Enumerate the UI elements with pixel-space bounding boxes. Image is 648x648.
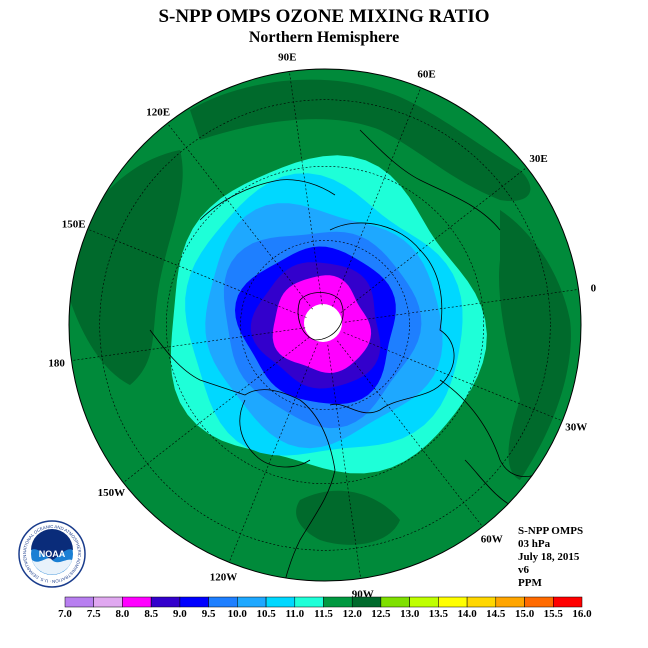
coastline [244, 389, 336, 581]
scale-label: 15.5 [543, 608, 563, 620]
map-disc [69, 69, 581, 581]
scale-swatch [466, 596, 497, 608]
scale-label: 7.0 [58, 608, 72, 620]
longitude-label: 60E [417, 69, 435, 81]
noaa-logo: NATIONAL OCEANIC AND ATMOSPHERIC ADMINIS… [18, 520, 86, 588]
scale-swatch [237, 596, 267, 608]
longitude-label: 30W [565, 422, 587, 434]
graticule [71, 71, 579, 579]
scale-label: 7.5 [86, 608, 101, 620]
scale-swatch [438, 596, 468, 608]
coastlines [149, 129, 546, 581]
coastline [149, 329, 246, 396]
map-title: S-NPP OMPS OZONE MIXING RATIO [158, 6, 490, 27]
scale-label: 13.5 [428, 608, 449, 620]
longitude-label: 150W [98, 487, 126, 499]
coastline [359, 129, 501, 231]
scale-label: 10.5 [256, 608, 276, 620]
coastline [199, 179, 336, 221]
map-subtitle: Northern Hemisphere [248, 29, 400, 46]
dark-zone [499, 210, 571, 480]
scale-swatch [553, 596, 583, 608]
scale-label: 8.0 [115, 608, 130, 620]
logo-text: NOAA [39, 549, 66, 559]
dark-zone [70, 150, 183, 385]
info-version: v6 [518, 564, 529, 576]
scale-swatch [323, 596, 353, 608]
scale-label: 10.0 [227, 608, 247, 620]
color-scale-bar [64, 596, 583, 608]
scale-label: 16.0 [572, 608, 592, 620]
scale-swatch [93, 596, 123, 608]
meridian [228, 343, 318, 563]
scale-label: 14.0 [457, 608, 477, 620]
pole-hole [304, 304, 342, 342]
info-block: S-NPP OMPS 03 hPa July 18, 2015 v6 PPM [518, 525, 583, 590]
scale-swatch [122, 596, 152, 608]
longitude-label: 120W [210, 571, 238, 583]
meridian [71, 327, 306, 361]
scale-swatch [294, 596, 324, 608]
scale-swatch [64, 596, 94, 608]
meridian [167, 123, 313, 310]
map-border [68, 68, 582, 582]
scale-label: 13.0 [400, 608, 420, 620]
scale-label: 15.0 [514, 608, 535, 620]
longitude-label: 0 [591, 282, 597, 294]
scale-label: 12.5 [371, 608, 391, 620]
latitude-circle [240, 240, 410, 410]
scale-label: 14.5 [486, 608, 506, 620]
meridian [327, 344, 361, 579]
meridian [289, 71, 323, 306]
info-units: PPM [518, 577, 542, 589]
scale-swatch [150, 596, 181, 608]
scale-label: 11.5 [314, 608, 333, 620]
scale-swatch [265, 596, 296, 608]
meridian [340, 167, 527, 313]
longitude-label: 180 [48, 358, 65, 370]
longitude-label: 90E [278, 52, 296, 64]
scale-swatch [380, 596, 410, 608]
longitude-label: 120E [146, 106, 170, 118]
coastline [329, 222, 455, 414]
scale-label: 9.5 [201, 608, 216, 620]
scale-swatch [524, 596, 554, 608]
scale-label: 9.0 [173, 608, 187, 620]
meridian [332, 87, 422, 307]
meridian [123, 337, 310, 483]
scale-swatch [495, 596, 525, 608]
meridian [344, 289, 579, 323]
info-date: July 18, 2015 [518, 551, 580, 563]
meridian [87, 228, 307, 318]
coastline [439, 379, 546, 477]
meridian [343, 332, 563, 422]
longitude-label: 60W [481, 534, 503, 546]
scale-label: 12.0 [342, 608, 362, 620]
scale-swatch [351, 596, 382, 608]
latitude-circle [166, 166, 484, 484]
dark-green-zones [70, 79, 571, 545]
coastline [297, 292, 344, 341]
info-instrument: S-NPP OMPS [518, 525, 584, 537]
longitude-label: 30E [529, 153, 547, 165]
scale-swatch [409, 596, 439, 608]
dark-zone [190, 79, 531, 201]
coastline [239, 399, 311, 468]
longitude-label: 150E [62, 219, 86, 231]
latitude-circle [99, 99, 551, 551]
scale-swatch [208, 596, 238, 608]
info-level: 03 hPa [518, 538, 551, 550]
scale-label: 11.0 [285, 608, 305, 620]
meridian [337, 340, 483, 527]
scale-label: 8.5 [144, 608, 159, 620]
scale-swatch [179, 596, 209, 608]
